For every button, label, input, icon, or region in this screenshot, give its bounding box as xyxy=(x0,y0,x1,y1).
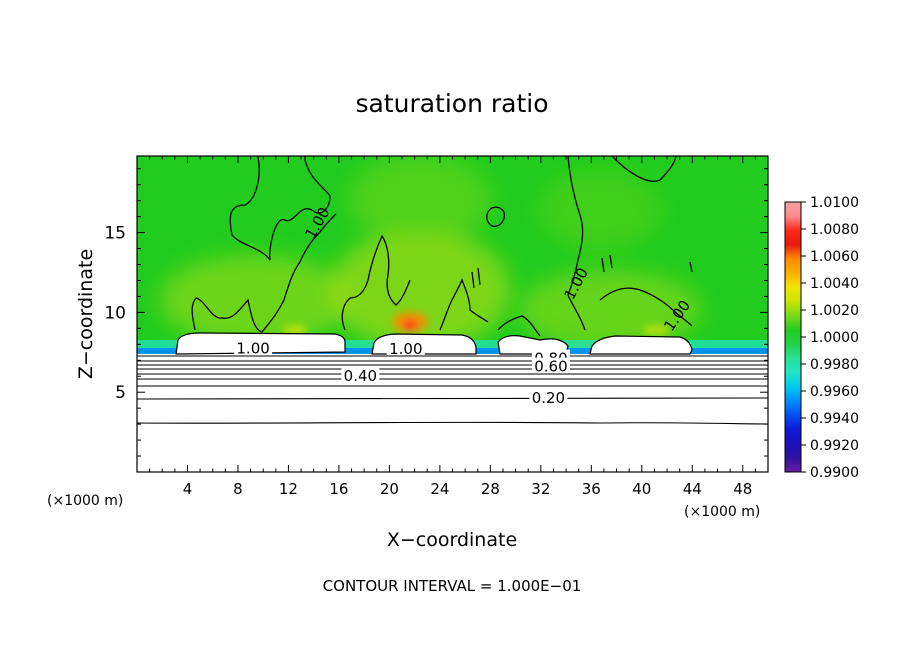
patch-2 xyxy=(330,230,510,350)
contour-label-bg xyxy=(234,339,273,355)
patch-1 xyxy=(160,255,350,345)
x-tick-label: 4 xyxy=(183,480,193,498)
chart-title: saturation ratio xyxy=(355,89,548,118)
colorbar-label: 0.9900 xyxy=(810,465,859,481)
x-tick-label: 48 xyxy=(733,480,752,498)
y-axis: 5 10 15 xyxy=(104,168,768,457)
colorbar-label: 0.9980 xyxy=(810,357,859,373)
x-tick-label: 24 xyxy=(430,480,449,498)
contour-upper-9 xyxy=(486,206,506,227)
x-unit-left: (×1000 m) xyxy=(47,493,123,509)
x-tick-label: 8 xyxy=(233,480,243,498)
cloud-region-3 xyxy=(497,335,569,355)
white-below-cloud-base xyxy=(137,354,768,472)
contour-label: 0.60 xyxy=(534,358,567,376)
contour-upper-5 xyxy=(497,315,541,337)
x-tick-label: 32 xyxy=(531,480,550,498)
colorbar-label: 1.0060 xyxy=(810,249,859,265)
contour-level-0.1 xyxy=(137,421,768,425)
cloud-region-4 xyxy=(589,335,693,355)
colorbar-label: 0.9940 xyxy=(810,411,859,427)
contour-level-0.8 xyxy=(137,360,768,362)
contour-level-0.6 xyxy=(137,368,768,370)
contour-label: 0.20 xyxy=(532,389,565,407)
contour-level-0.5 xyxy=(137,373,768,375)
contour-label-bg xyxy=(341,367,380,383)
x-tick-label: 16 xyxy=(329,480,348,498)
hot-spot-2 xyxy=(403,320,417,330)
contour-interval-note: CONTOUR INTERVAL = 1.000E−01 xyxy=(323,577,582,595)
contour-upper-14 xyxy=(689,261,693,273)
y-axis-label: Z−coordinate xyxy=(75,249,97,379)
x-tick-label: 44 xyxy=(683,480,702,498)
y-tick-label: 15 xyxy=(104,224,126,244)
contour-upper-2 xyxy=(191,213,337,333)
plot-area xyxy=(137,156,768,472)
colorbar-label: 1.0080 xyxy=(810,222,859,238)
colorbar-label: 1.0100 xyxy=(810,195,859,211)
colorbar-labels: 1.0100 1.0080 1.0060 1.0040 1.0020 1.0000 0.99… xyxy=(801,195,859,481)
contour-label-bg xyxy=(386,340,425,356)
colorbar-label: 0.9920 xyxy=(810,438,859,454)
contour-upper-12 xyxy=(601,257,605,273)
contour-upper-1 xyxy=(229,156,331,261)
colorbar-label: 1.0000 xyxy=(810,330,859,346)
contour-upper-6 xyxy=(567,156,586,331)
contour-label-bg xyxy=(529,388,568,404)
contour-level-0.2 xyxy=(137,397,768,400)
contour-upper-4 xyxy=(439,278,489,331)
contours-lower xyxy=(137,355,768,425)
x-tick-label: 40 xyxy=(632,480,651,498)
hot-spots xyxy=(283,312,670,334)
contour-label: 1.00 xyxy=(236,339,269,357)
x-axis: 4 8 12 16 20 24 28 32 36 40 44 48 xyxy=(149,156,756,498)
contour-upper-13 xyxy=(609,254,613,269)
colorbar-label: 1.0020 xyxy=(810,303,859,319)
contour-upper-7 xyxy=(611,156,677,182)
contour-upper-11 xyxy=(471,271,475,289)
hot-spot-3 xyxy=(283,326,307,334)
x-tick-label: 28 xyxy=(481,480,500,498)
contour-level-0.3 xyxy=(137,385,768,387)
patch-5 xyxy=(540,170,660,250)
contour-level-0.7 xyxy=(137,364,768,366)
contour-upper-10 xyxy=(477,267,481,286)
hot-spot-4 xyxy=(642,326,670,334)
contour-upper-3 xyxy=(341,234,411,331)
x-axis-label: X−coordinate xyxy=(387,529,517,551)
contour-upper-8 xyxy=(599,287,693,327)
colorbar-label: 0.9960 xyxy=(810,384,859,400)
contour-level-0.4 xyxy=(137,378,768,380)
contour-label-bg xyxy=(531,357,570,373)
y-tick-label: 10 xyxy=(104,303,126,323)
x-tick-label: 36 xyxy=(582,480,601,498)
x-unit-right: (×1000 m) xyxy=(684,504,760,520)
colorbar-label: 1.0040 xyxy=(810,276,859,292)
colorbar-fill xyxy=(785,202,801,472)
x-tick-label: 20 xyxy=(380,480,399,498)
contour-label: 0.40 xyxy=(344,367,377,385)
contour-level-0.9 xyxy=(137,355,768,357)
contour-label: 1.00 xyxy=(389,340,422,358)
patch-4 xyxy=(350,156,490,245)
supersaturated-patches xyxy=(160,156,700,350)
x-tick-label: 12 xyxy=(279,480,298,498)
y-tick-label: 5 xyxy=(115,383,126,403)
colorbar: 1.0100 1.0080 1.0060 1.0040 1.0020 1.0000 0.99… xyxy=(784,195,859,481)
contours-upper xyxy=(191,156,693,337)
